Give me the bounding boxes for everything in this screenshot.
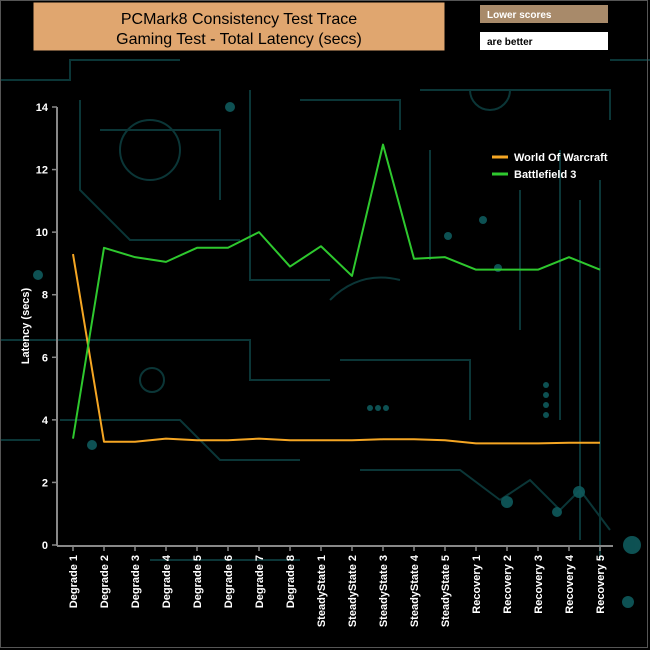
- legend: World Of Warcraft Battlefield 3: [492, 152, 608, 181]
- x-tick-label: Recovery 4: [564, 554, 576, 614]
- series-line-0: [72, 253, 600, 445]
- series-line-1: [72, 143, 601, 439]
- x-tick-label: Degrade 6: [223, 555, 235, 608]
- chart-subtitle: Gaming Test - Total Latency (secs): [116, 31, 362, 48]
- x-tick-label: SteadyState 2: [347, 555, 359, 627]
- y-tick-label: 12: [36, 165, 48, 177]
- y-tick-label: 10: [36, 227, 48, 239]
- y-tick-label: 4: [42, 415, 49, 427]
- y-tick-label: 6: [42, 352, 48, 364]
- x-tick-label: Recovery 5: [595, 555, 607, 614]
- note-box-top: [480, 5, 608, 23]
- x-tick-label: Degrade 8: [285, 555, 297, 608]
- x-tick-label: SteadyState 3: [378, 555, 390, 627]
- x-tick-label: Degrade 4: [161, 554, 173, 608]
- x-tick-label: Recovery 2: [502, 555, 514, 614]
- x-tick-label: SteadyState 1: [316, 555, 328, 627]
- legend-label-wow: World Of Warcraft: [514, 152, 608, 164]
- x-tick-label: SteadyState 4: [409, 554, 421, 627]
- note-box-bottom: [480, 32, 608, 50]
- x-ticks: Degrade 1 Degrade 2 Degrade 3 Degrade 4 Degr…: [68, 546, 607, 627]
- chart-title: PCMark8 Consistency Test Trace: [121, 11, 357, 28]
- note-line2: are better: [487, 37, 533, 48]
- circuit-dots: [33, 102, 641, 608]
- x-tick-label: Recovery 3: [533, 555, 545, 614]
- x-tick-label: Degrade 7: [254, 555, 266, 608]
- x-tick-label: SteadyState 5: [440, 555, 452, 627]
- y-tick-label: 8: [42, 290, 48, 302]
- y-axis-label: Latency (secs): [20, 287, 32, 364]
- y-tick-label: 0: [42, 540, 48, 552]
- x-tick-label: Degrade 1: [68, 555, 80, 608]
- series-lines: [72, 143, 601, 445]
- y-tick-label: 2: [42, 477, 48, 489]
- note-line1: Lower scores: [487, 10, 552, 21]
- x-tick-label: Recovery 1: [471, 555, 483, 614]
- y-ticks: 0 2 4 6 8 10 12 14: [36, 102, 57, 552]
- title-box: [32, 1, 446, 52]
- legend-label-bf3: Battlefield 3: [514, 169, 576, 181]
- x-tick-label: Degrade 3: [130, 555, 142, 608]
- y-tick-label: 14: [36, 102, 49, 114]
- x-tick-label: Degrade 2: [99, 555, 111, 608]
- circuit-background: [0, 59, 650, 561]
- x-tick-label: Degrade 5: [192, 555, 204, 608]
